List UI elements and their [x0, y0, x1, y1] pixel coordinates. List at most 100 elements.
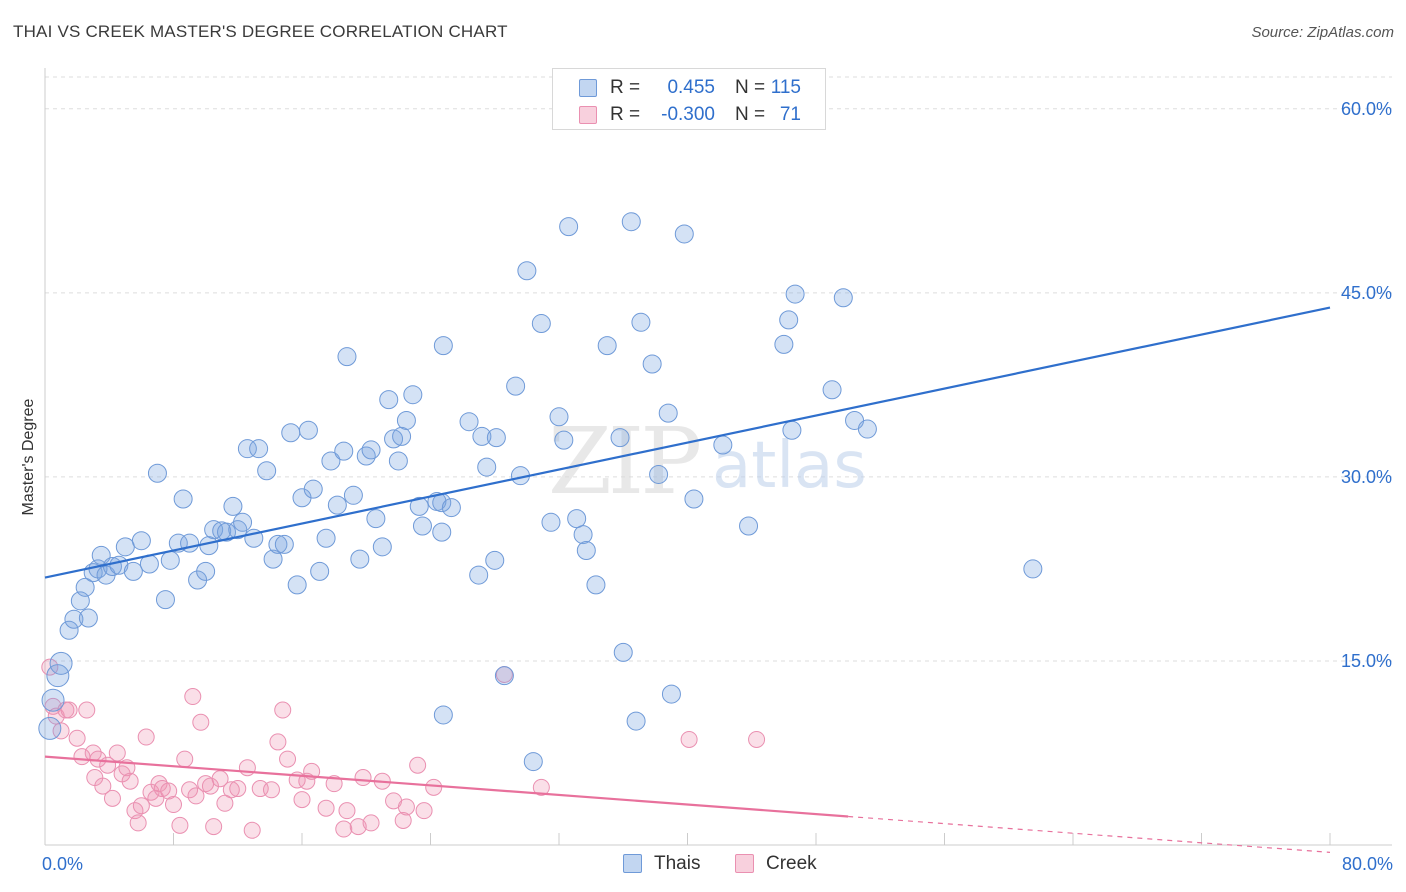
thais-point: [366, 509, 386, 529]
legend-label: Thais: [654, 853, 701, 874]
thais-point: [233, 512, 253, 532]
n-label: N =: [735, 77, 766, 98]
thais-point: [494, 666, 514, 686]
creek-point: [160, 782, 178, 800]
thais-point: [642, 354, 662, 374]
thais-point: [78, 608, 98, 628]
thais-point: [372, 537, 392, 557]
grid-lines: [45, 76, 1392, 662]
creek-point: [192, 713, 210, 731]
axes: [44, 68, 1392, 846]
thais-point: [396, 410, 416, 430]
thais-point: [432, 522, 452, 542]
thais-swatch: [579, 79, 597, 97]
thais-point: [123, 561, 143, 581]
creek-point: [176, 750, 194, 768]
thais-point: [196, 561, 216, 581]
thais-point: [343, 485, 363, 505]
thais-point: [41, 688, 65, 712]
thais-point: [384, 429, 404, 449]
thais-point: [472, 426, 492, 446]
thais-point: [217, 522, 237, 542]
thais-point: [523, 752, 543, 772]
thais-point: [586, 575, 606, 595]
thais-point: [403, 385, 423, 405]
thais-point: [412, 516, 432, 536]
thais-point: [822, 380, 842, 400]
thais-point: [303, 479, 323, 499]
thais-point: [631, 312, 651, 332]
creek-point: [205, 818, 223, 836]
thais-point: [115, 537, 135, 557]
creek-point: [187, 787, 205, 805]
creek-point: [349, 818, 367, 836]
thais-point: [626, 711, 646, 731]
creek-points: [41, 658, 766, 839]
thais-point: [573, 525, 593, 545]
creek-point: [68, 729, 86, 747]
thais-point: [223, 496, 243, 516]
thais-point: [433, 336, 453, 356]
n-value: 71: [779, 104, 801, 125]
thais-point: [674, 224, 694, 244]
thais-point: [321, 451, 341, 471]
thais-point: [409, 496, 429, 516]
thais-point: [833, 288, 853, 308]
creek-trend-line: [44, 755, 849, 818]
creek-point: [147, 789, 165, 807]
creek-point: [269, 733, 287, 751]
trend-lines: [44, 306, 1331, 853]
creek-point: [397, 798, 415, 816]
thais-point: [684, 489, 704, 509]
thais-point: [485, 550, 505, 570]
thais-point: [779, 310, 799, 330]
thais-point: [649, 464, 669, 484]
stats-legend: R = 0.455 N = 115 R = -0.300 N = 71: [552, 68, 826, 130]
thais-point: [857, 419, 877, 439]
thais-point: [379, 390, 399, 410]
thais-point: [350, 549, 370, 569]
creek-point: [362, 814, 380, 832]
thais-point: [554, 430, 574, 450]
thais-point: [486, 428, 506, 448]
creek-point: [748, 730, 766, 748]
r-label: R =: [610, 77, 641, 98]
x-tick-label: 0.0%: [42, 854, 83, 874]
thais-point: [713, 435, 733, 455]
thais-point: [316, 528, 336, 548]
r-value: 0.455: [667, 77, 715, 98]
stats-row-creek: R = -0.300 N = 71: [553, 100, 825, 128]
n-value: 115: [770, 77, 801, 98]
thais-point: [506, 376, 526, 396]
thais-point: [785, 284, 805, 304]
creek-point: [129, 814, 147, 832]
thais-point: [199, 536, 219, 556]
stats-row-thais: R = 0.455 N = 115: [553, 73, 825, 101]
thais-point: [441, 498, 461, 518]
thais-point: [75, 577, 95, 597]
creek-point: [425, 778, 443, 796]
thais-point: [459, 412, 479, 432]
thais-point: [774, 334, 794, 354]
creek-point: [238, 759, 256, 777]
y-tick-label: 30.0%: [1341, 467, 1392, 487]
thais-point: [477, 457, 497, 477]
creek-point: [222, 781, 240, 799]
thais-point: [327, 495, 347, 515]
thais-point: [469, 565, 489, 585]
watermark-zip: ZIP: [548, 408, 699, 515]
x-tick-label: 80.0%: [1342, 854, 1393, 874]
thais-point: [337, 347, 357, 367]
creek-point: [52, 722, 70, 740]
creek-point: [409, 756, 427, 774]
thais-point: [610, 428, 630, 448]
thais-point: [613, 642, 633, 662]
watermark: ZIP atlas: [548, 408, 867, 515]
thais-point: [392, 426, 412, 446]
y-axis-label: Master's Degree: [20, 398, 37, 515]
creek-point: [335, 820, 353, 838]
creek-point: [229, 780, 247, 798]
thais-point: [576, 541, 596, 561]
thais-point: [361, 440, 381, 460]
